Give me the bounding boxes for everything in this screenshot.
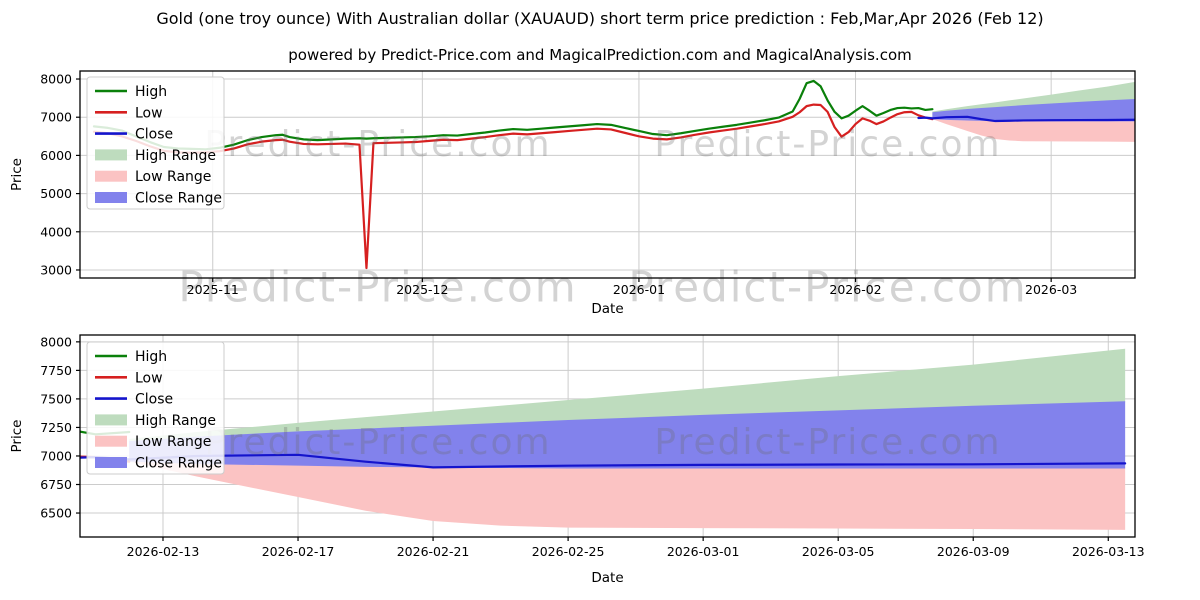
watermark-text: Predict-Price.com: [178, 263, 577, 312]
legend: High Low Close High Range Low Range Close Ran…: [86, 341, 225, 475]
page-subtitle: powered by Predict-Price.com and Magical…: [288, 46, 912, 64]
x-tick-label: 2026-03-01: [667, 544, 740, 559]
x-tick-label: 2026-03-13: [1072, 544, 1145, 559]
x-tick-label: 2025-11: [187, 282, 239, 297]
y-tick-label: 3000: [40, 262, 72, 277]
low-range-band: [129, 461, 1126, 530]
low-line: [92, 103, 934, 270]
x-tick-label: 2026-02-25: [532, 544, 605, 559]
x-tick-label: 2026-01: [613, 282, 665, 297]
legend-item-label: Close Range: [135, 456, 222, 472]
high-range-band: [129, 348, 1126, 451]
y-axis-label: Price: [9, 420, 25, 453]
close-line: [917, 115, 1135, 123]
legend-item-label: High: [135, 84, 167, 100]
legend-swatch-patch: [95, 414, 127, 426]
y-tick-label: 7500: [40, 391, 72, 406]
legend-swatch-patch: [95, 457, 127, 468]
high-line: [92, 79, 934, 151]
legend-item-label: Close: [135, 127, 173, 143]
plot-border: [79, 334, 1136, 538]
price-history-chart: Predict-Price.com Predict-Price.com Predic…: [9, 70, 1136, 317]
watermark-text: Predict-Price.com: [628, 263, 1027, 312]
plot-area: [80, 348, 1127, 530]
watermark-text: Predict-Price.com: [204, 124, 551, 165]
legend-item-label: Close: [135, 392, 173, 408]
plot-area: [92, 79, 1135, 270]
y-tick-label: 7250: [40, 420, 72, 435]
watermark-text: Predict-Price.com: [654, 124, 1001, 165]
high-range-band: [932, 81, 1135, 116]
close-range-band: [129, 401, 1126, 469]
x-tick-label: 2026-02-21: [397, 544, 470, 559]
y-tick-label: 5000: [40, 186, 72, 201]
legend-item-label: Low: [135, 105, 163, 121]
legend-swatch-patch: [95, 435, 127, 447]
x-tick-label: 2026-02: [829, 282, 881, 297]
legend-item-label: Low Range: [135, 169, 211, 185]
watermark-text: Predict-Price.com: [204, 422, 551, 463]
y-tick-label: 7000: [40, 110, 72, 125]
watermark-text: Predict-Price.com: [654, 422, 1001, 463]
x-tick-label: 2026-03: [1025, 282, 1077, 297]
y-tick-label: 4000: [40, 224, 72, 239]
legend-swatch-patch: [95, 192, 127, 203]
legend-item-label: Low: [135, 370, 163, 386]
forecast-zoom-chart: Predict-Price.com Predict-Price.com2026-0…: [9, 334, 1145, 586]
legend-item-label: High: [135, 349, 167, 365]
axes: 2026-02-13 2026-02-17 2026-02-21 2026-02-25…: [40, 334, 1144, 559]
close-range-band: [932, 99, 1135, 122]
legend-swatch-patch: [95, 149, 127, 161]
legend-item-label: Close Range: [135, 191, 222, 207]
x-tick-label: 2026-02-13: [127, 544, 200, 559]
x-axis-label: Date: [591, 570, 623, 586]
legend-item-label: Low Range: [135, 434, 211, 450]
page-title: Gold (one troy ounce) With Australian do…: [156, 9, 1044, 28]
legend-item-label: High Range: [135, 148, 216, 164]
x-axis-label: Date: [591, 301, 623, 317]
legend-swatch-patch: [95, 170, 127, 182]
legend: High Low Close High Range Low Range Close Ran…: [86, 76, 225, 210]
y-tick-label: 7000: [40, 448, 72, 463]
x-tick-label: 2026-02-17: [262, 544, 335, 559]
legend-item-label: High Range: [135, 413, 216, 429]
gridlines: [80, 71, 1135, 278]
x-tick-label: 2026-03-09: [937, 544, 1010, 559]
x-tick-label: 2026-03-05: [802, 544, 875, 559]
y-tick-label: 7750: [40, 363, 72, 378]
x-tick-label: 2025-12: [396, 282, 448, 297]
y-tick-label: 6500: [40, 506, 72, 521]
plot-border: [79, 70, 1136, 279]
y-tick-label: 6750: [40, 477, 72, 492]
low-range-band: [932, 119, 1135, 142]
y-tick-label: 8000: [40, 72, 72, 87]
y-tick-label: 6000: [40, 148, 72, 163]
y-axis-label: Price: [9, 158, 25, 191]
axes: 2025-11 2025-12 2026-01 2026-02 2026-03 3000 4…: [40, 72, 1077, 297]
y-tick-label: 8000: [40, 334, 72, 349]
